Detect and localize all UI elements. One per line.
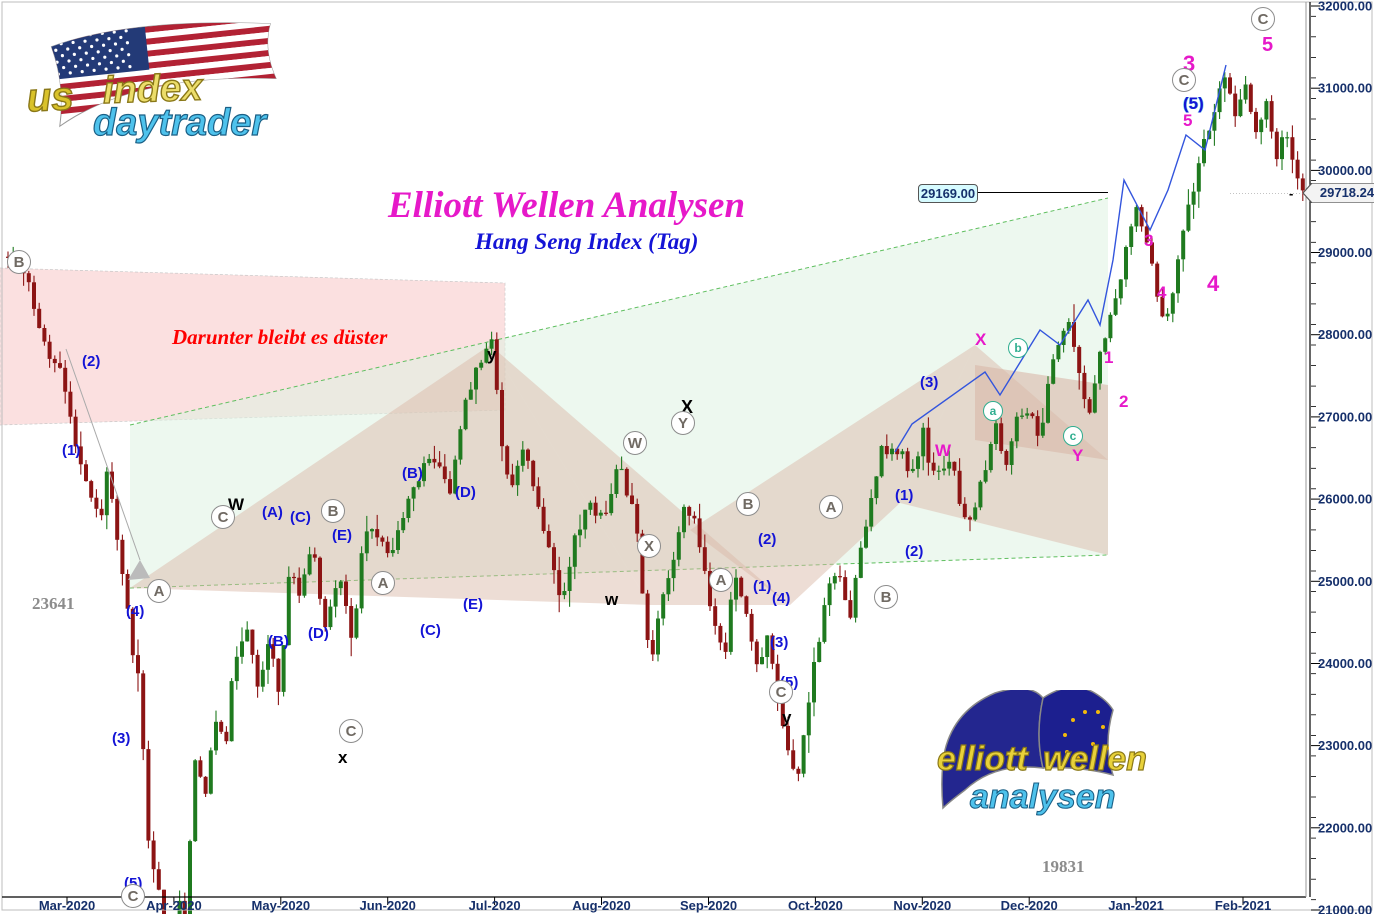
svg-text:26000.00: 26000.00 <box>1318 492 1372 507</box>
svg-text:28000.00: 28000.00 <box>1318 327 1372 342</box>
svg-text:25000.00: 25000.00 <box>1318 574 1372 589</box>
svg-text:Jun-2020: Jun-2020 <box>360 898 416 913</box>
svg-text:Apr-2020: Apr-2020 <box>146 898 202 913</box>
svg-text:daytrader: daytrader <box>93 102 268 144</box>
svg-text:May-2020: May-2020 <box>252 898 311 913</box>
svg-text:30000.00: 30000.00 <box>1318 163 1372 178</box>
svg-text:Oct-2020: Oct-2020 <box>788 898 843 913</box>
svg-text:Mar-2020: Mar-2020 <box>39 898 95 913</box>
svg-text:Dec-2020: Dec-2020 <box>1001 898 1058 913</box>
svg-text:Nov-2020: Nov-2020 <box>893 898 951 913</box>
svg-text:elliott: elliott <box>937 740 1029 778</box>
svg-text:27000.00: 27000.00 <box>1318 409 1372 424</box>
svg-text:Jan-2021: Jan-2021 <box>1108 898 1164 913</box>
svg-text:Sep-2020: Sep-2020 <box>680 898 737 913</box>
svg-text:Aug-2020: Aug-2020 <box>572 898 631 913</box>
svg-text:23000.00: 23000.00 <box>1318 738 1372 753</box>
svg-text:29000.00: 29000.00 <box>1318 245 1372 260</box>
svg-text:31000.00: 31000.00 <box>1318 81 1372 96</box>
svg-text:us: us <box>26 74 75 120</box>
svg-text:analysen: analysen <box>970 778 1116 816</box>
svg-text:32000.00: 32000.00 <box>1318 0 1372 14</box>
svg-text:wellen: wellen <box>1043 740 1147 778</box>
svg-text:22000.00: 22000.00 <box>1318 820 1372 835</box>
svg-text:Feb-2021: Feb-2021 <box>1215 898 1271 913</box>
svg-text:21000.00: 21000.00 <box>1318 903 1372 914</box>
svg-text:Jul-2020: Jul-2020 <box>469 898 521 913</box>
svg-text:24000.00: 24000.00 <box>1318 656 1372 671</box>
